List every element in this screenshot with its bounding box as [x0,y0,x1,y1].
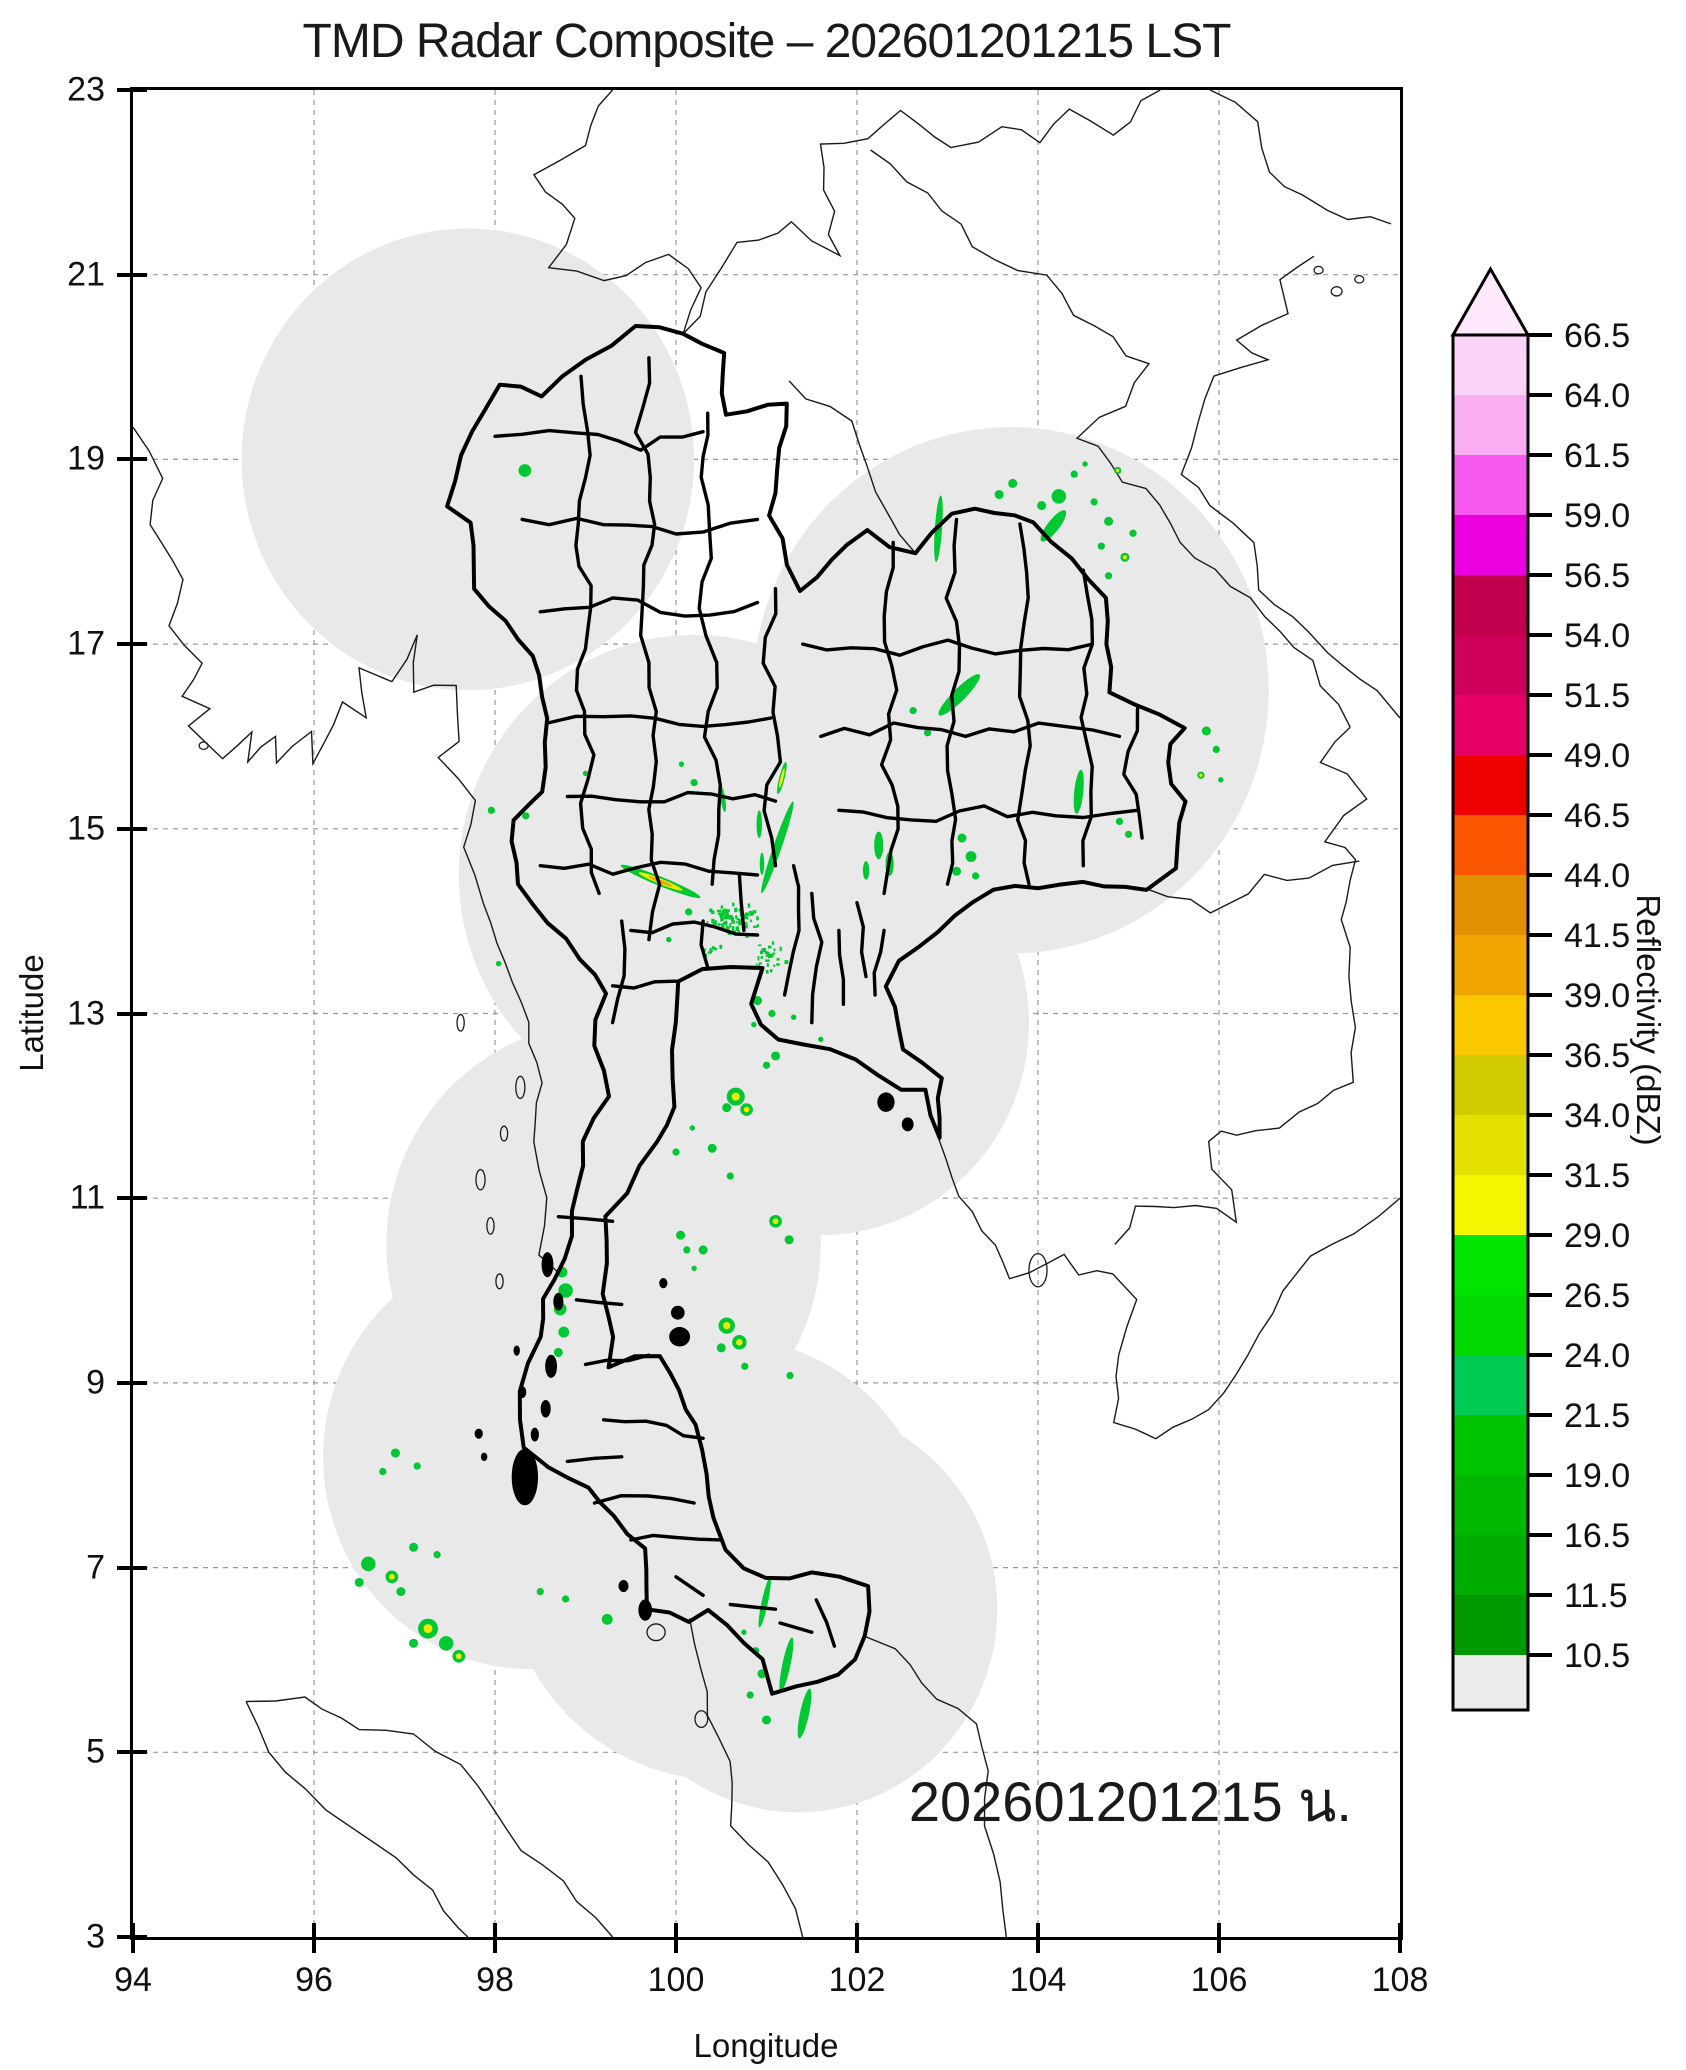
colorbar-tick-label: 46.5 [1564,797,1630,835]
y-tick [117,826,147,831]
colorbar-tick-label: 66.5 [1564,317,1630,355]
y-tick-label: 21 [67,255,105,294]
page-title: TMD Radar Composite – 202601201215 LST [302,15,1232,68]
colorbar-tick-label: 26.5 [1564,1277,1630,1315]
colorbar-tick-label: 19.0 [1564,1457,1630,1495]
reflectivity-colorbar: 66.5 64.0 61.5 59.0 56.5 54.0 51.5 49.0 46.5 44.0… [1450,265,1630,1712]
x-tick-label: 96 [295,1961,333,1999]
y-tick-label: 15 [67,809,105,848]
y-tick-label: 17 [67,624,105,663]
x-tick-label: 98 [476,1961,514,1999]
colorbar-tick-label: 39.0 [1564,977,1630,1015]
y-tick [117,642,147,647]
map-plot-area [130,87,1403,1940]
y-tick-label: 11 [69,1178,105,1217]
y-tick [117,272,147,277]
colorbar-tick-label: 29.0 [1564,1217,1630,1255]
x-tick-label: 100 [647,1961,705,1999]
colorbar-tick-label: 59.0 [1564,497,1630,535]
colorbar-tick-label: 11.5 [1564,1577,1628,1615]
coastline-borders-layer [133,90,1400,1937]
colorbar-tick-label: 10.5 [1564,1637,1630,1675]
x-tick [493,1923,497,1953]
colorbar-tick-label: 56.5 [1564,557,1630,595]
y-tick [117,1935,147,1939]
x-tick [312,1923,316,1953]
y-tick-label: 3 [86,1917,105,1956]
y-axis-label: Latitude [13,954,50,1072]
thailand-borders-layer [445,324,1188,1696]
x-tick-label: 106 [1190,1961,1248,1999]
y-tick [117,88,147,92]
colorbar-tick-label: 16.5 [1564,1517,1630,1555]
colorbar-tick-label: 49.0 [1564,737,1630,775]
y-tick [117,1011,147,1016]
colorbar-tick-label: 61.5 [1564,437,1630,475]
y-tick-label: 7 [86,1548,105,1587]
timestamp-overlay: 202601201215 น. [908,1770,1352,1833]
x-tick-label: 108 [1371,1961,1429,1999]
colorbar-tick-label: 36.5 [1564,1037,1630,1075]
colorbar-tick-label: 51.5 [1564,677,1630,715]
colorbar-tick-label: 31.5 [1564,1157,1630,1195]
colorbar-axis-label: Reflectivity (dBZ) [1630,894,1667,1146]
y-tick [117,1380,147,1385]
y-tick-label: 19 [67,439,105,478]
x-tick [674,1923,678,1953]
x-tick-label: 104 [1009,1961,1067,1999]
y-tick [117,1565,147,1570]
y-tick-label: 13 [67,994,105,1032]
colorbar-tick-label: 54.0 [1564,617,1630,655]
y-tick [117,1750,147,1755]
x-tick [1398,1923,1402,1953]
colorbar-tick-label: 44.0 [1564,857,1630,895]
x-axis-label: Longitude [693,2027,839,2064]
colorbar-tick-label: 64.0 [1564,377,1630,415]
y-tick-label: 9 [86,1363,105,1402]
colorbar-tick-label: 34.0 [1564,1097,1630,1135]
colorbar-tick-label: 24.0 [1564,1337,1630,1375]
x-tick [1217,1923,1221,1953]
colorbar-tick-label: 41.5 [1564,917,1630,955]
x-tick [1036,1923,1040,1953]
y-tick [117,457,147,462]
y-tick [117,1196,147,1201]
colorbar-tick-label: 21.5 [1564,1397,1630,1435]
y-tick-label: 23 [67,70,105,109]
x-tick-label: 94 [114,1961,152,1999]
x-tick-label: 102 [828,1961,886,1999]
x-tick [855,1923,859,1953]
y-tick-label: 5 [86,1732,105,1771]
thailand-radar-map [133,90,1400,1937]
